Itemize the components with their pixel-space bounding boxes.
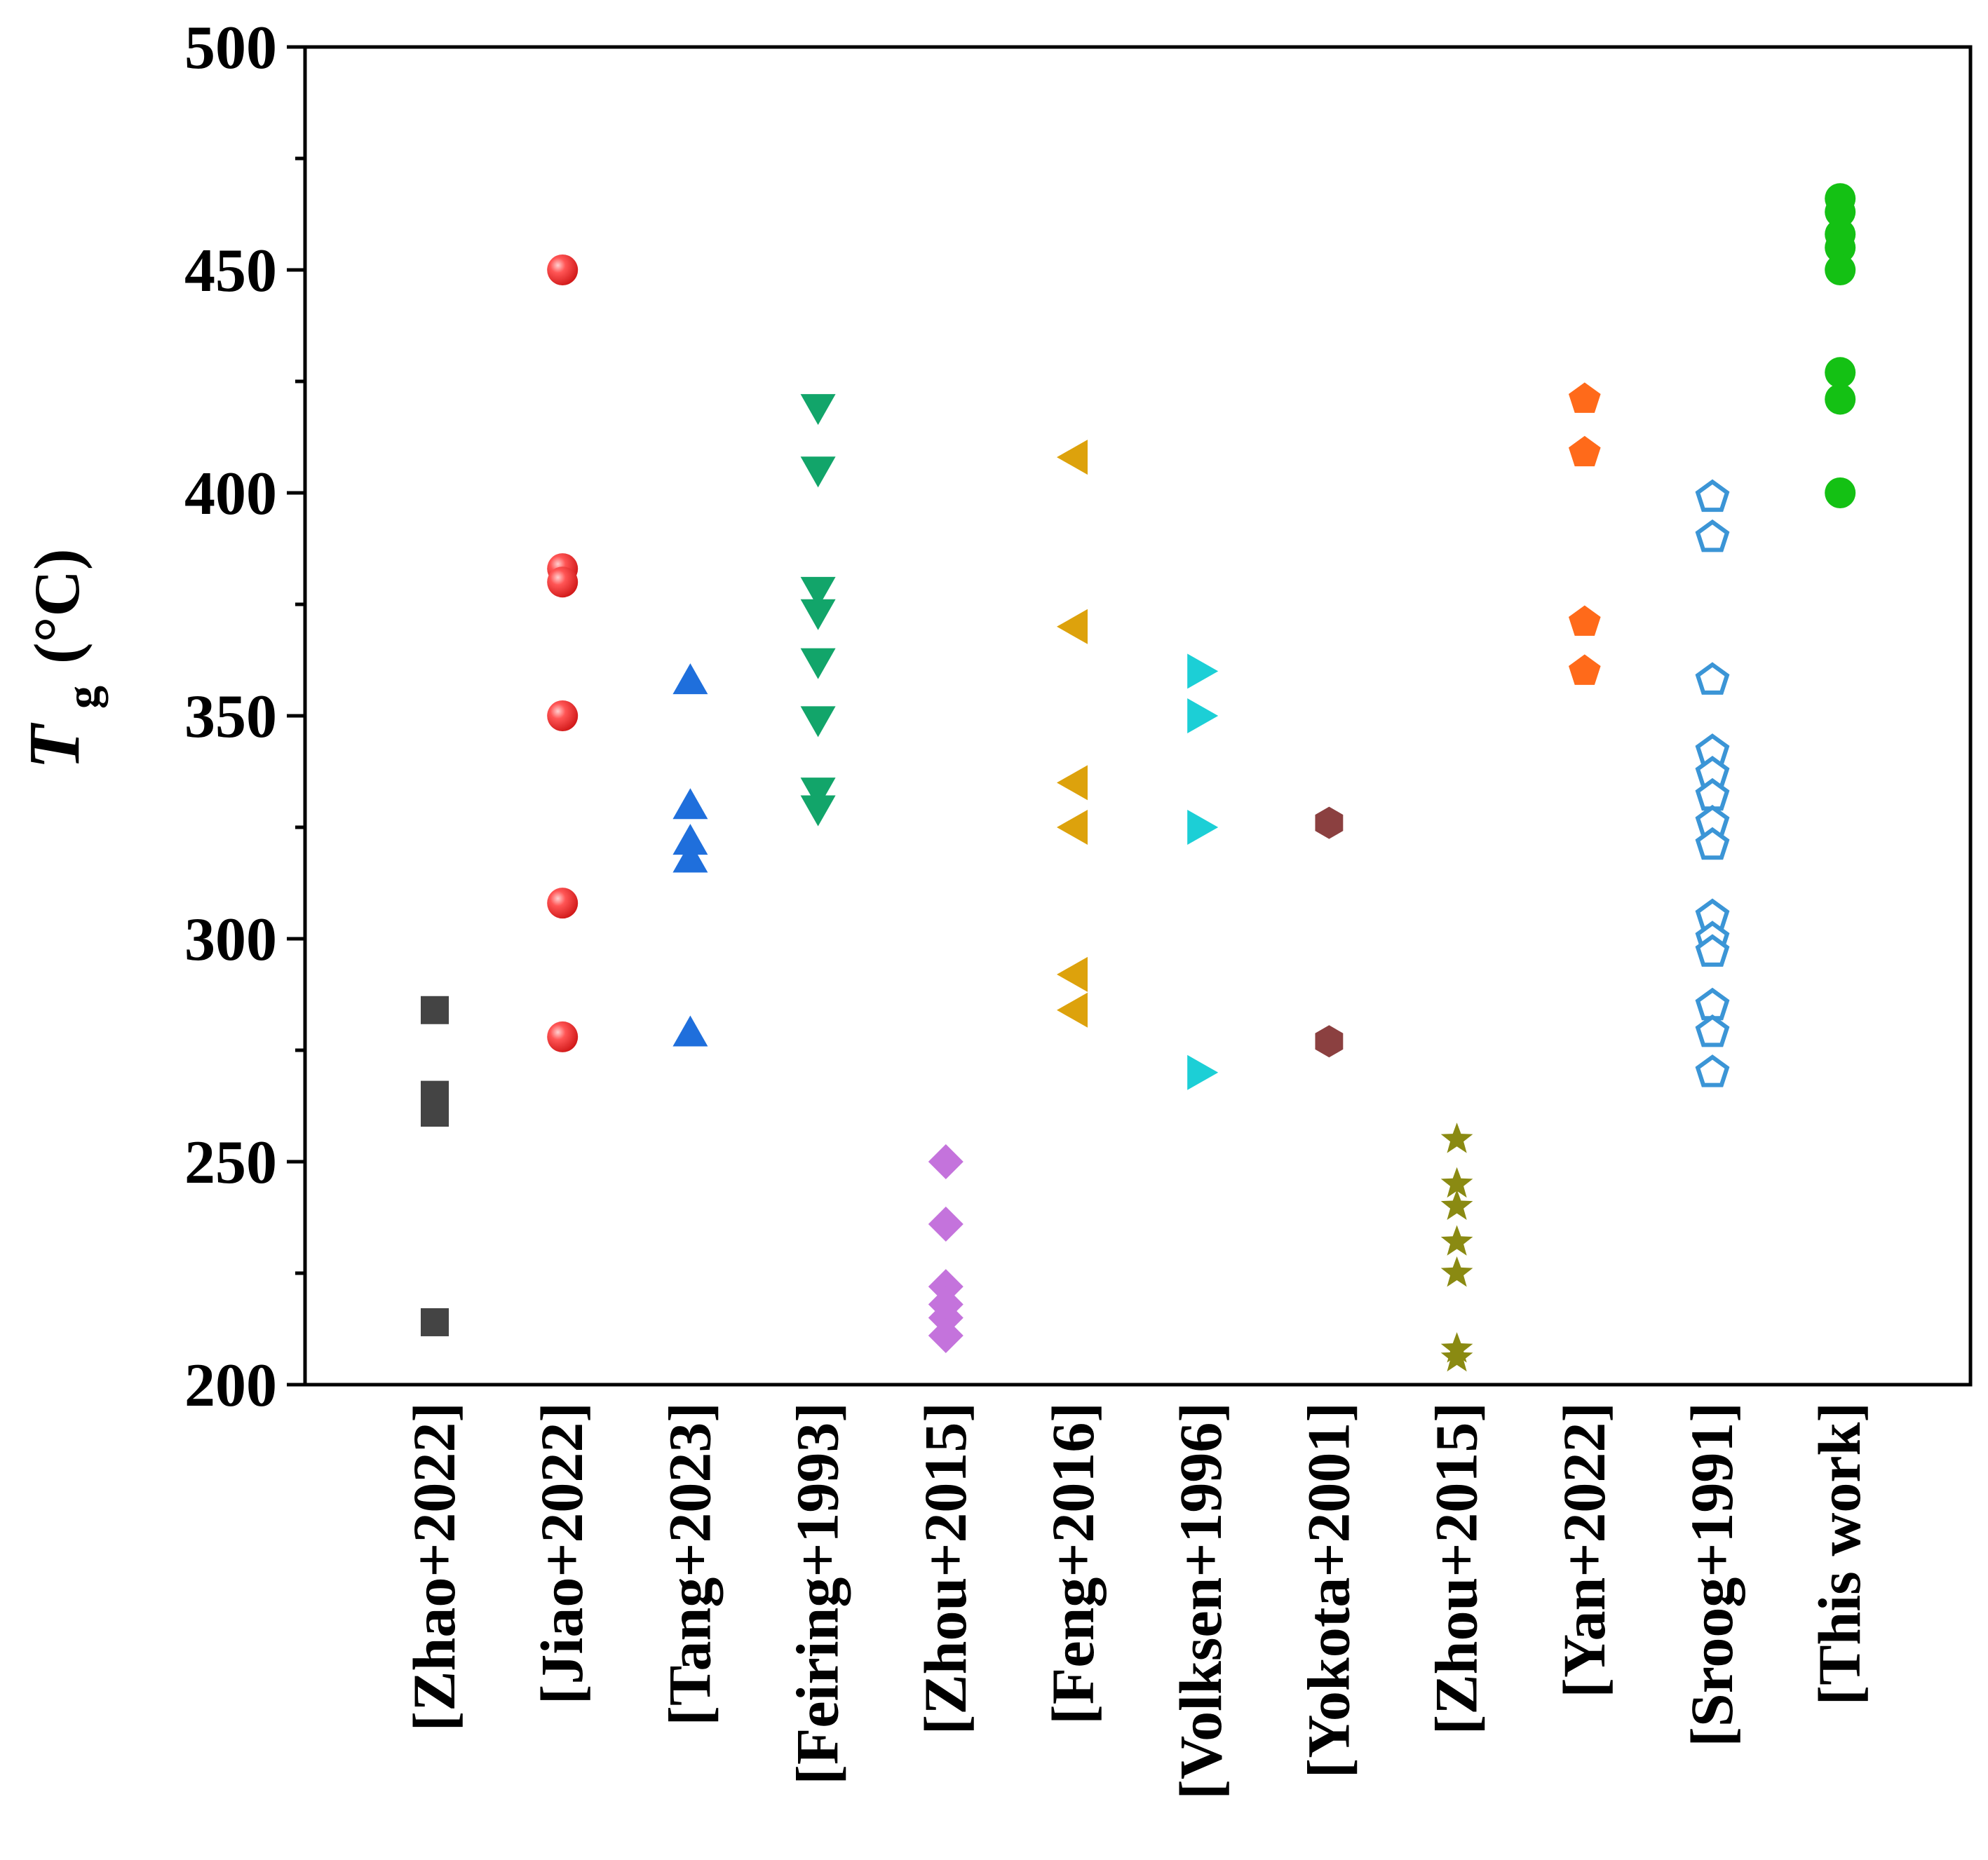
data-point	[800, 599, 836, 630]
data-point	[1440, 1122, 1473, 1153]
data-point	[1440, 1189, 1473, 1221]
data-point	[1695, 1054, 1730, 1087]
y-tick-label: 350	[184, 683, 277, 751]
data-point	[1825, 477, 1856, 508]
data-point	[1825, 254, 1856, 285]
y-axis-title-symbol: T	[14, 723, 95, 770]
data-point	[1057, 992, 1088, 1028]
data-point	[547, 888, 579, 919]
data-point	[1187, 1054, 1219, 1090]
y-tick-label: 300	[184, 906, 277, 974]
x-category-label: [Feiring+1993]	[784, 1402, 851, 1785]
data-point	[1187, 810, 1219, 845]
data-point	[928, 1144, 963, 1179]
data-point	[1695, 1014, 1730, 1047]
y-axis-title-unit: (°C)	[21, 548, 93, 664]
data-point	[800, 456, 836, 488]
data-point	[672, 663, 708, 695]
data-point	[547, 700, 579, 731]
data-point	[1695, 827, 1730, 860]
x-category-label: [This work]	[1806, 1402, 1873, 1705]
x-category-label: [Feng+2016]	[1039, 1402, 1107, 1725]
data-point	[800, 778, 836, 809]
data-point	[1825, 232, 1856, 264]
y-tick-label: 250	[184, 1129, 277, 1197]
y-axis: 200 250 300 350 400 450 500	[184, 14, 305, 1420]
data-point	[672, 1015, 708, 1047]
data-point	[1825, 196, 1856, 228]
data-point	[672, 824, 708, 855]
y-tick-label: 200	[184, 1352, 277, 1420]
x-category-label: [Sroog+1991]	[1678, 1402, 1745, 1747]
x-category-label: [Zhao+2022]	[400, 1402, 468, 1731]
data-point	[800, 576, 836, 608]
data-point	[421, 1099, 449, 1127]
data-point	[547, 1021, 579, 1052]
data-point	[1440, 1340, 1473, 1372]
x-category-label: [Jiao+2022]	[528, 1402, 595, 1704]
data-point	[928, 1318, 963, 1354]
data-point	[1695, 519, 1730, 552]
data-point	[547, 254, 579, 285]
data-point	[1187, 698, 1219, 733]
data-point	[1440, 1167, 1473, 1198]
data-point	[1057, 810, 1088, 845]
data-point	[800, 706, 836, 738]
data-point	[1057, 765, 1088, 801]
x-category-label: [Zhou+2015]	[1423, 1402, 1490, 1735]
data-point	[800, 394, 836, 426]
data-point	[928, 1207, 963, 1242]
data-point	[672, 788, 708, 820]
data-point	[1695, 479, 1730, 512]
data-point	[1568, 605, 1601, 636]
data-point	[928, 1300, 963, 1336]
data-point	[1568, 654, 1601, 685]
data-point	[1568, 435, 1601, 467]
x-category-label: [Yan+2022]	[1550, 1402, 1618, 1698]
data-point	[1695, 934, 1730, 967]
x-category-label: [Volksen+1996]	[1167, 1402, 1234, 1800]
data-point	[1825, 383, 1856, 415]
y-tick-label: 400	[184, 460, 277, 528]
data-point	[1057, 440, 1088, 475]
x-axis-categories: [Zhao+2022] [Jiao+2022] [Tang+2023] [Feirin…	[400, 1402, 1873, 1800]
x-category-label: [Tang+2023]	[656, 1402, 723, 1726]
data-point	[1315, 806, 1344, 839]
data-point	[1695, 662, 1730, 695]
data-point	[1057, 609, 1088, 644]
data-point	[800, 795, 836, 827]
data-point	[672, 841, 708, 873]
data-point	[1568, 382, 1601, 413]
data-point	[1440, 1225, 1473, 1256]
data-point	[1825, 357, 1856, 388]
y-tick-label: 450	[184, 237, 277, 305]
x-category-label: [Yokota+2001]	[1294, 1402, 1362, 1778]
data-point	[1057, 956, 1088, 992]
x-category-label: [Zhou+2015]	[912, 1402, 979, 1735]
data-point	[928, 1269, 963, 1305]
data-point	[421, 1308, 449, 1336]
data-point	[547, 566, 579, 598]
data-point	[421, 996, 449, 1024]
y-tick-label: 500	[184, 14, 277, 82]
data-point	[800, 648, 836, 679]
y-axis-title-subscript: g	[58, 686, 109, 709]
data-point	[1187, 653, 1219, 689]
data-point	[1440, 1256, 1473, 1287]
y-axis-title: T g (°C)	[14, 548, 112, 769]
data-marks	[421, 183, 1856, 1372]
data-point	[1315, 1025, 1344, 1058]
